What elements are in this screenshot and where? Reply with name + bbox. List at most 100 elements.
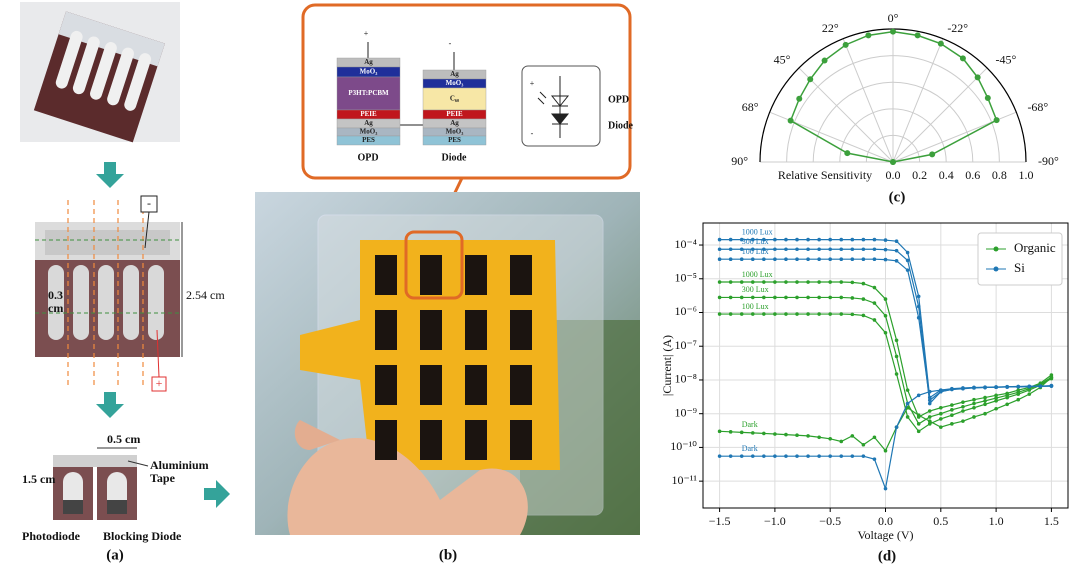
iv-point [961,405,965,409]
iv-point [817,238,821,242]
x-tick-label: 1.0 [989,514,1004,528]
iv-point [906,259,910,263]
iv-point [994,399,998,403]
iv-point [784,247,788,251]
cell-height: 1.5 cm [22,472,55,486]
iv-point [939,417,943,421]
pad [420,310,442,350]
opd-terminal: + [364,29,369,38]
iv-point [873,238,877,242]
figure: 2.54 cm 0.3 cm - + 0.5 cm 1.5 cm Alumini… [0,0,1076,570]
pad [420,365,442,405]
iv-point [839,312,843,316]
iv-point [740,280,744,284]
iv-point [983,396,987,400]
y-tick-label: 10⁻⁵ [674,271,697,285]
iv-point [806,434,810,438]
iv-point [740,312,744,316]
iv-point [718,238,722,242]
iv-point [917,316,921,320]
iv-point [895,259,899,263]
iv-point [795,280,799,284]
iv-point [1016,392,1020,396]
layer-label: MoO₃ [446,128,464,136]
pad [510,310,532,350]
y-tick-label: 10⁻⁴ [674,237,697,251]
sensitivity-point [929,151,935,157]
sensitivity-point [994,117,1000,123]
iv-point [1005,402,1009,406]
curve-label: Dark [742,420,758,429]
iv-point [817,312,821,316]
iv-point [784,257,788,261]
iv-point [862,257,866,261]
angle-tick-label: 90° [731,154,748,168]
arrow-right [204,480,230,508]
iv-point [740,257,744,261]
curve-label: 300 Lux [742,285,769,294]
curve-label: 1000 Lux [742,270,773,279]
iv-point [884,297,888,301]
iv-point [729,247,733,251]
iv-point [895,355,899,359]
pad [510,365,532,405]
iv-point [862,297,866,301]
angle-tick-label: -45° [996,53,1017,67]
width-label: 2.54 cm [186,288,225,302]
iv-point [884,238,888,242]
iv-point [795,454,799,458]
sensitivity-point [822,58,828,64]
y-axis-label: |Current| (A) [660,335,674,396]
layer-label: PEIE [360,110,377,118]
pad [375,365,397,405]
angle-tick-label: 22° [822,21,839,35]
iv-point [928,415,932,419]
iv-point [884,449,888,453]
iv-point [817,454,821,458]
iv-point [950,387,954,391]
iv-point [817,280,821,284]
sensitivity-point [960,55,966,61]
iv-point [773,454,777,458]
iv-point [983,412,987,416]
iv-point [718,430,722,434]
layer-label: Ag [450,70,459,78]
pad [465,255,487,295]
iv-point [873,457,877,461]
layer-label: Ag [364,58,373,66]
iv-point [1005,385,1009,389]
grid-spoke [893,39,943,162]
pad [375,420,397,460]
layer-label: PES [448,136,461,144]
tape-label: Tape [150,471,176,485]
panel-a: 2.54 cm 0.3 cm - + 0.5 cm 1.5 cm Alumini… [20,2,230,563]
layer-label: PEIE [446,110,463,118]
iv-point [806,296,810,300]
iv-point [961,387,965,391]
layer-label: Ag [364,119,373,127]
iv-point [873,247,877,251]
iv-point [983,386,987,390]
iv-point [828,238,832,242]
iv-point [784,280,788,284]
iv-point [895,249,899,253]
y-tick-label: 10⁻¹⁰ [670,439,697,453]
cell-width: 0.5 cm [107,432,140,446]
pad [465,420,487,460]
tape-label: Aluminium [150,458,209,472]
iv-point [817,296,821,300]
sensitivity-point [807,76,813,82]
iv-point [983,402,987,406]
x-tick-label: −0.5 [819,514,841,528]
iv-point [718,312,722,316]
x-tick-label: 1.5 [1044,514,1059,528]
symbol-plus: + [530,79,535,88]
iv-point [851,257,855,261]
x-tick-label: 0.0 [878,514,893,528]
pad [465,365,487,405]
iv-point [983,399,987,403]
iv-point [972,386,976,390]
iv-point [873,301,877,305]
iv-point [762,296,766,300]
sensitivity-point [865,32,871,38]
